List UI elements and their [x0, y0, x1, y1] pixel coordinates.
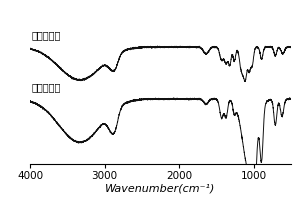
Text: 改性后维素: 改性后维素: [32, 30, 61, 40]
X-axis label: Wavenumber(cm⁻¹): Wavenumber(cm⁻¹): [105, 184, 216, 194]
Text: 改性前维素: 改性前维素: [32, 82, 61, 92]
